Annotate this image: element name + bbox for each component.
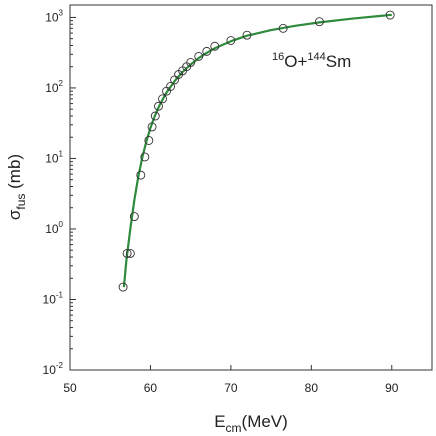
y-axis-title-main: σ: [5, 209, 24, 220]
annotation-base1: O+: [284, 52, 307, 71]
data-point: [154, 101, 163, 111]
y-axis-title-sub: fus: [14, 194, 28, 210]
data-point: [125, 248, 135, 258]
data-point: [150, 111, 160, 121]
y-tick-exponent: -2: [56, 361, 64, 370]
data-point: [129, 212, 139, 221]
annotation-sup1: 16: [272, 51, 284, 63]
data-point: [202, 46, 212, 56]
x-tick-label: 90: [385, 381, 399, 395]
x-tick-label: 80: [305, 381, 319, 395]
data-point: [278, 23, 288, 33]
y-tick-label: 102: [45, 79, 63, 95]
x-tick-label: 50: [63, 381, 77, 395]
y-tick-base: 10: [43, 292, 57, 306]
y-tick-base: 10: [45, 222, 59, 236]
x-axis-title: Ecm(MeV): [214, 412, 288, 435]
x-axis-title-sub: cm: [226, 421, 242, 435]
x-axis-ticks: 50 60 70 80 90: [63, 365, 399, 395]
x-tick-label: 60: [144, 381, 158, 395]
data-point: [242, 30, 252, 40]
reaction-annotation: 16O+144Sm: [272, 51, 351, 71]
y-tick-label: 101: [45, 149, 63, 165]
y-tick-label: 10-1: [43, 290, 64, 306]
data-point: [166, 81, 176, 91]
y-tick-label: 10-2: [43, 361, 64, 377]
x-axis-title-rest: (MeV): [242, 412, 288, 431]
y-tick-exponent: -1: [56, 290, 64, 299]
x-tick-label: 70: [224, 381, 238, 395]
y-tick-label: 103: [45, 8, 63, 24]
y-tick-base: 10: [45, 10, 59, 24]
data-point: [122, 248, 132, 258]
x-axis-title-main: E: [214, 412, 225, 431]
data-point: [158, 94, 167, 104]
data-point: [136, 170, 146, 180]
y-tick-base: 10: [45, 81, 59, 95]
y-tick-label: 100: [45, 220, 63, 236]
annotation-sup2: 144: [307, 51, 325, 63]
y-axis-title-rest: (mb): [5, 154, 24, 194]
y-tick-exponent: 3: [59, 8, 64, 17]
y-axis-title: σfus (mb): [5, 154, 28, 220]
plot-frame: [69, 4, 433, 371]
data-point: [314, 17, 324, 27]
data-point: [144, 135, 154, 145]
y-tick-exponent: 2: [59, 79, 64, 88]
data-point: [118, 282, 128, 292]
data-point: [385, 10, 395, 20]
data-point: [140, 152, 150, 162]
data-point: [210, 41, 220, 51]
y-tick-exponent: 0: [59, 220, 64, 229]
data-point: [147, 122, 157, 132]
data-point: [194, 51, 204, 61]
fit-curve-line: [122, 13, 392, 288]
y-tick-base: 10: [43, 363, 57, 377]
data-point: [226, 36, 236, 45]
y-tick-exponent: 1: [59, 149, 64, 158]
data-point: [186, 57, 196, 67]
plot-area: [118, 10, 395, 292]
y-tick-base: 10: [45, 151, 59, 165]
annotation-base2: Sm: [326, 52, 352, 71]
